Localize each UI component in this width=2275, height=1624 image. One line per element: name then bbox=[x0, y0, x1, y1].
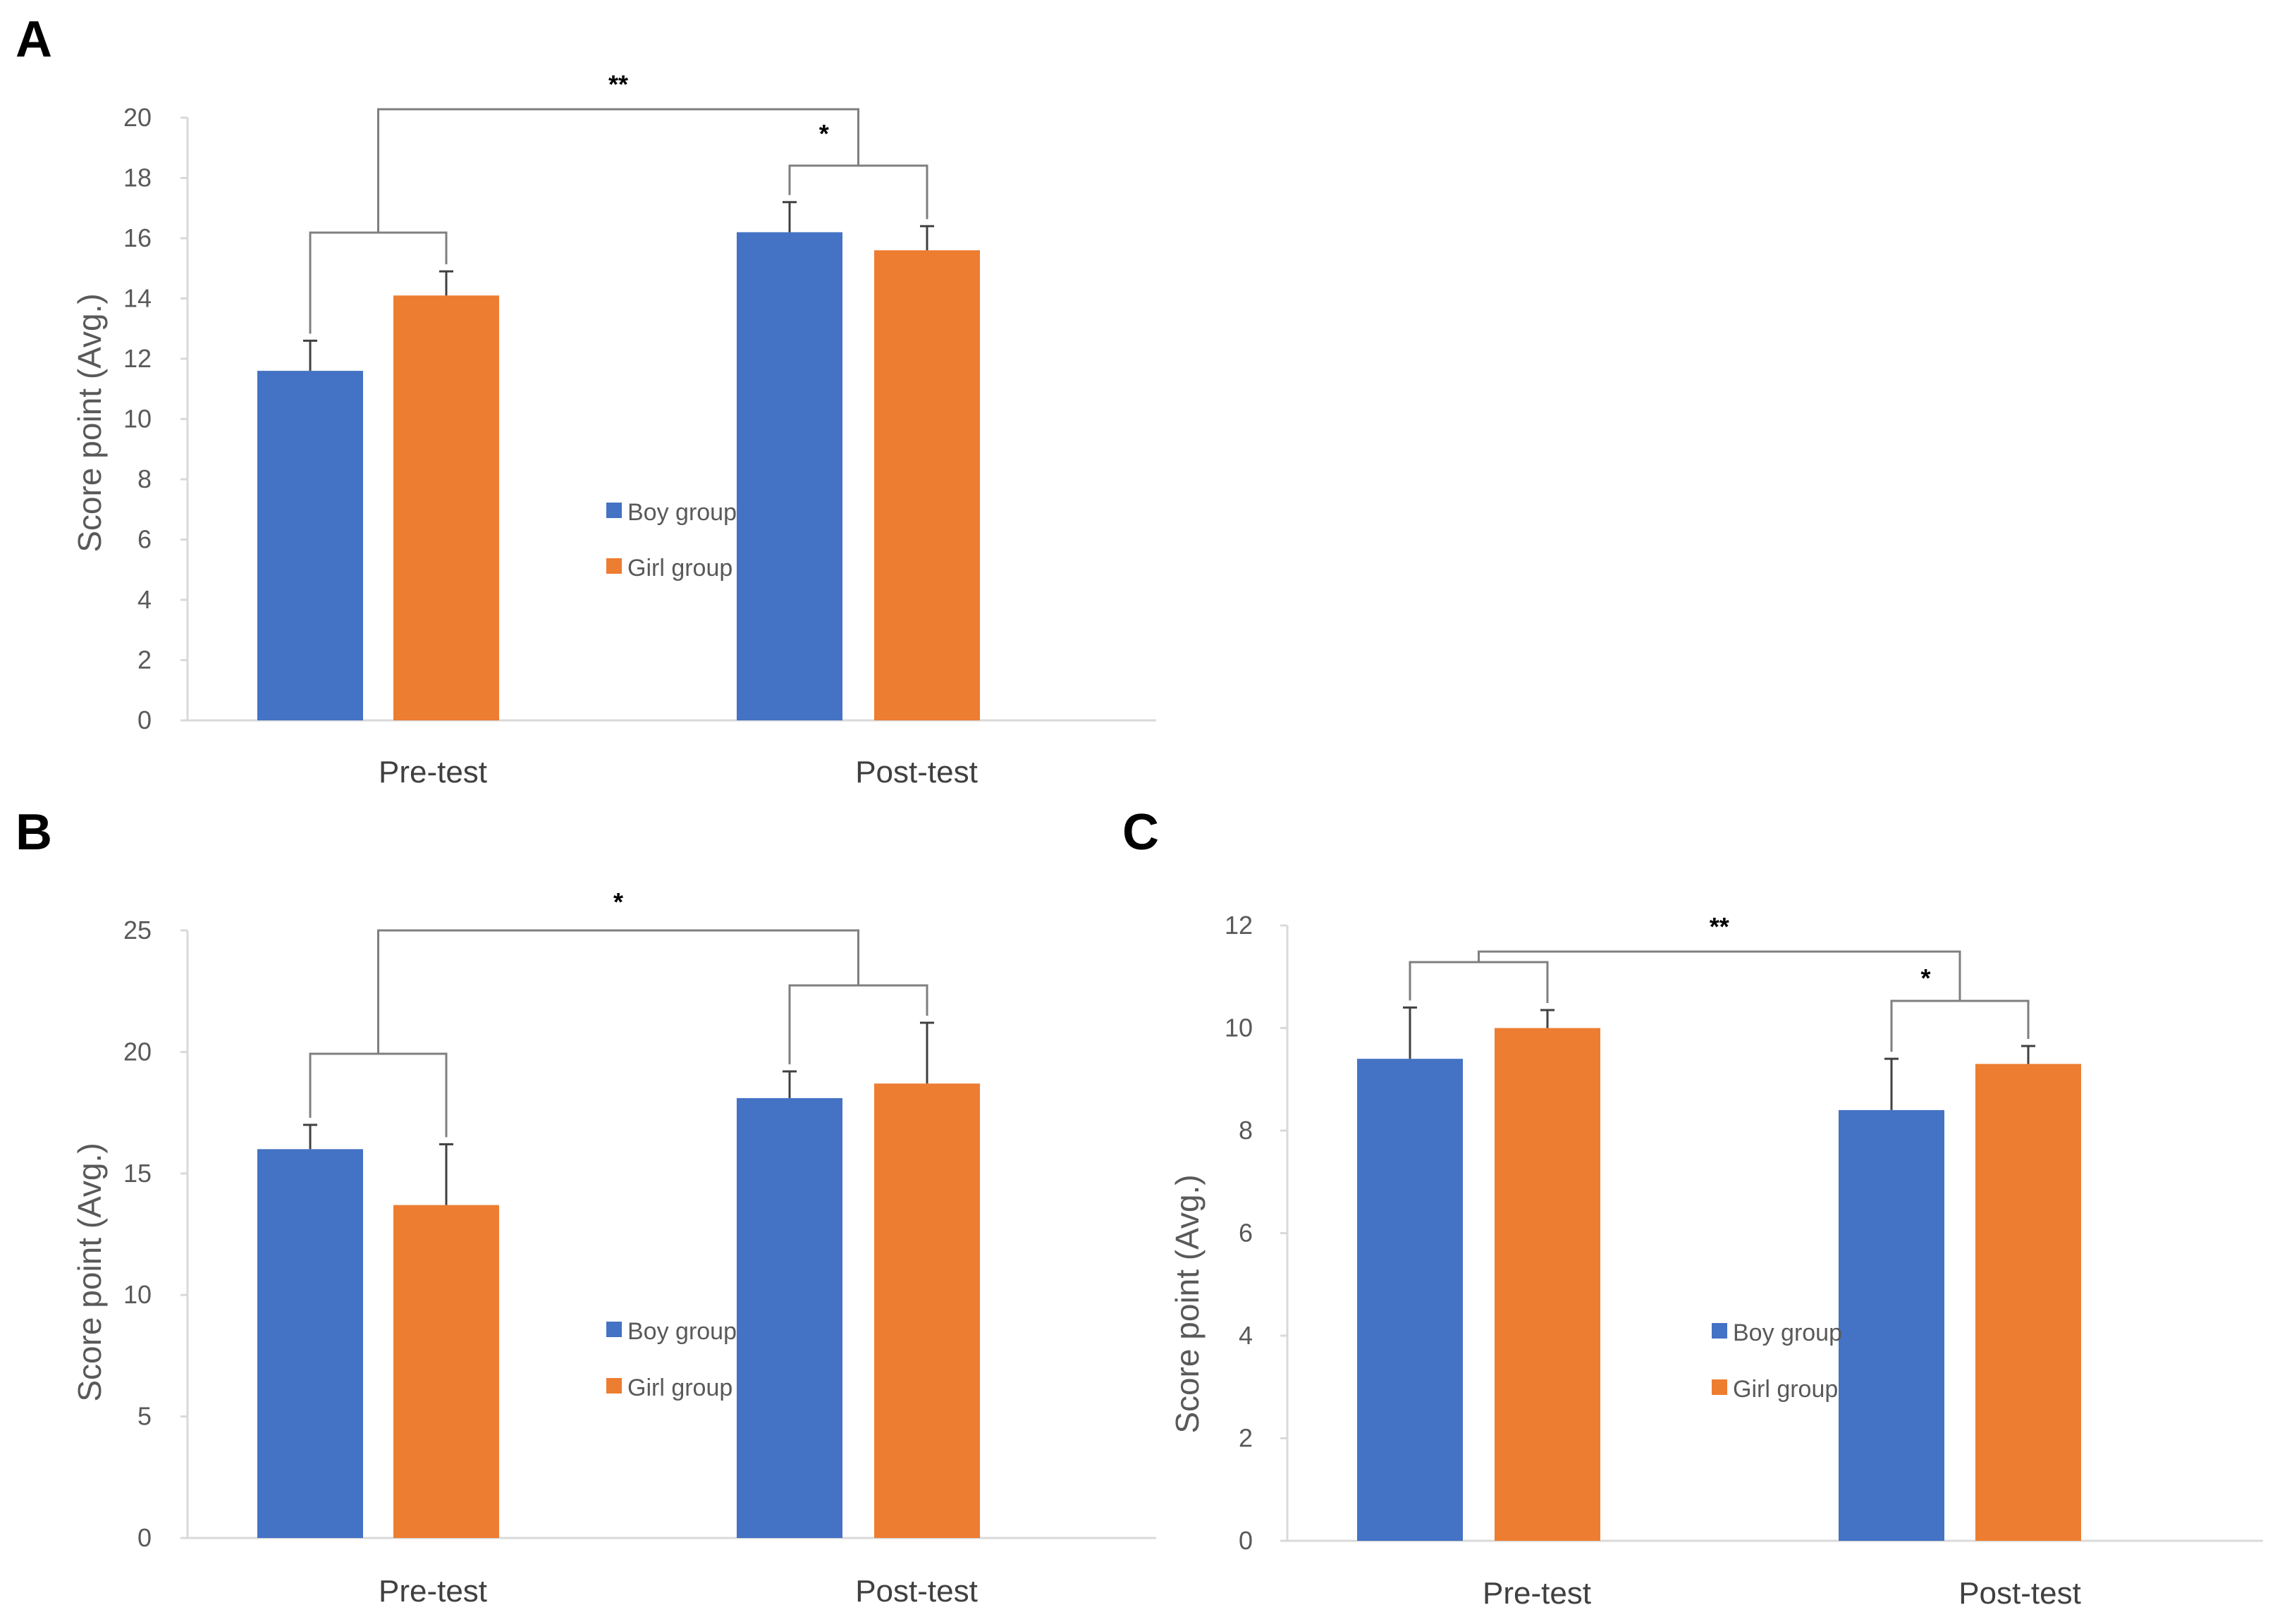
sig-bracket-inter bbox=[377, 108, 859, 233]
legend: Boy group Girl group bbox=[606, 499, 737, 582]
panel-letter-a: A bbox=[16, 11, 52, 68]
category-label-pre: Pre-test bbox=[379, 755, 487, 789]
y-tick-label: 2 bbox=[1239, 1424, 1253, 1453]
chart-b-svg: B Score point (Avg.) 0 5 10 15 20 25 * Pre-te… bbox=[16, 804, 1156, 1608]
chart-panel-b: B Score point (Avg.) 0 5 10 15 20 25 * Pre-te… bbox=[0, 804, 1163, 1620]
chart-a-svg: A Score point (Avg.) 0 2 4 6 8 10 12 14 16 18 20 *… bbox=[16, 11, 1156, 789]
y-tick-label: 20 bbox=[123, 1037, 152, 1066]
y-tick-label: 12 bbox=[1225, 911, 1253, 940]
y-tick-label: 6 bbox=[1239, 1219, 1253, 1248]
bar-girl-group-post-test bbox=[1975, 1064, 2081, 1541]
sig-brackets: *** bbox=[309, 70, 928, 334]
sig-brackets: * bbox=[309, 887, 928, 1138]
sig-bracket-inter bbox=[377, 929, 859, 1054]
bar-boy-group-pre-test bbox=[257, 1149, 363, 1538]
y-axis-title: Score point (Avg.) bbox=[71, 1143, 108, 1401]
bar-girl-group-pre-test bbox=[1495, 1028, 1600, 1541]
y-tick-label: 10 bbox=[123, 405, 152, 433]
y-tick-label: 0 bbox=[137, 706, 152, 734]
legend-label-girl: Girl group bbox=[1733, 1376, 1838, 1403]
sig-bracket-post bbox=[788, 984, 928, 1064]
sig-label-inter: * bbox=[613, 887, 623, 916]
y-tick-label: 20 bbox=[123, 103, 152, 132]
y-tick-label: 6 bbox=[137, 525, 152, 554]
sig-bracket-pre bbox=[1409, 961, 1549, 1004]
legend-label-boy: Boy group bbox=[1733, 1320, 1842, 1346]
sig-bracket-inter bbox=[1478, 950, 1961, 1001]
y-axis-title-text: Score point (Avg.) bbox=[1169, 1174, 1206, 1433]
y-tick-label: 10 bbox=[1225, 1014, 1253, 1042]
bar-boy-group-pre-test bbox=[1357, 1059, 1463, 1541]
y-ticks: 0 2 4 6 8 10 12 14 16 18 20 bbox=[123, 103, 188, 734]
y-tick-label: 2 bbox=[137, 646, 152, 675]
y-axis-title: Score point (Avg.) bbox=[1169, 1174, 1206, 1433]
chart-panel-a: A Score point (Avg.) 0 2 4 6 8 10 12 14 16 18 20 *… bbox=[0, 0, 1163, 796]
sig-label-post: * bbox=[1920, 964, 1930, 992]
y-ticks: 0 5 10 15 20 25 bbox=[123, 916, 188, 1552]
y-axis-title-text: Score point (Avg.) bbox=[71, 1143, 108, 1401]
legend-swatch-boy bbox=[606, 1322, 622, 1337]
bar-girl-group-post-test bbox=[874, 1083, 980, 1538]
y-tick-label: 16 bbox=[123, 223, 152, 252]
error-bars bbox=[1403, 1006, 2035, 1110]
legend-label-girl: Girl group bbox=[627, 555, 732, 582]
y-tick-label: 12 bbox=[123, 344, 152, 373]
y-tick-label: 14 bbox=[123, 284, 152, 313]
sig-brackets: *** bbox=[1409, 912, 2030, 1052]
sig-bracket-post bbox=[788, 164, 928, 219]
bar-boy-group-post-test bbox=[737, 1097, 842, 1538]
bar-boy-group-post-test bbox=[1839, 1109, 1944, 1541]
legend-swatch-boy bbox=[606, 503, 622, 518]
y-tick-label: 10 bbox=[123, 1280, 152, 1309]
legend-swatch-boy bbox=[1712, 1323, 1727, 1339]
error-bars bbox=[303, 201, 934, 371]
chart-panel-c: C Score point (Avg.) 0 2 4 6 8 10 12 ** * Pre-t… bbox=[1107, 804, 2275, 1620]
error-bars bbox=[303, 1021, 934, 1205]
sig-bracket-post bbox=[1890, 999, 2030, 1052]
y-tick-label: 18 bbox=[123, 164, 152, 192]
bar-girl-group-pre-test bbox=[393, 295, 499, 721]
y-axis-title: Score point (Avg.) bbox=[71, 293, 108, 552]
legend: Boy group Girl group bbox=[1712, 1320, 1842, 1403]
y-tick-label: 0 bbox=[137, 1523, 152, 1552]
sig-label-inter: ** bbox=[1710, 912, 1729, 941]
y-tick-label: 0 bbox=[1239, 1526, 1253, 1555]
bar-girl-group-post-test bbox=[874, 250, 980, 721]
sig-label-inter: ** bbox=[608, 70, 628, 99]
panel-letter-c: C bbox=[1122, 811, 1159, 861]
category-label-post: Post-test bbox=[855, 1574, 978, 1608]
legend-swatch-girl bbox=[1712, 1379, 1727, 1395]
bars bbox=[1357, 1028, 2081, 1541]
y-axis-title-text: Score point (Avg.) bbox=[71, 293, 108, 552]
y-ticks: 0 2 4 6 8 10 12 bbox=[1225, 911, 1287, 1555]
y-tick-label: 8 bbox=[1239, 1116, 1253, 1145]
bars bbox=[257, 232, 980, 721]
bar-boy-group-pre-test bbox=[257, 371, 363, 720]
legend-swatch-girl bbox=[606, 558, 622, 574]
legend-label-boy: Boy group bbox=[627, 499, 737, 526]
y-tick-label: 4 bbox=[1239, 1321, 1253, 1350]
legend-swatch-girl bbox=[606, 1378, 622, 1394]
y-tick-label: 8 bbox=[137, 465, 152, 493]
y-tick-label: 4 bbox=[137, 585, 152, 614]
y-tick-label: 5 bbox=[137, 1402, 152, 1431]
category-label-pre: Pre-test bbox=[379, 1574, 487, 1608]
y-tick-label: 25 bbox=[123, 916, 152, 945]
panel-letter-b: B bbox=[16, 811, 52, 861]
legend-label-boy: Boy group bbox=[627, 1318, 737, 1345]
legend-label-girl: Girl group bbox=[627, 1374, 732, 1401]
bar-boy-group-post-test bbox=[737, 232, 842, 720]
category-label-post: Post-test bbox=[1958, 1576, 2081, 1611]
legend: Boy group Girl group bbox=[606, 1318, 737, 1401]
sig-bracket-pre bbox=[309, 1052, 448, 1138]
bars bbox=[257, 1083, 980, 1538]
category-label-post: Post-test bbox=[855, 755, 978, 789]
sig-label-post: * bbox=[819, 119, 829, 148]
category-label-pre: Pre-test bbox=[1483, 1576, 1591, 1611]
bar-girl-group-pre-test bbox=[393, 1205, 499, 1538]
y-tick-label: 15 bbox=[123, 1159, 152, 1188]
